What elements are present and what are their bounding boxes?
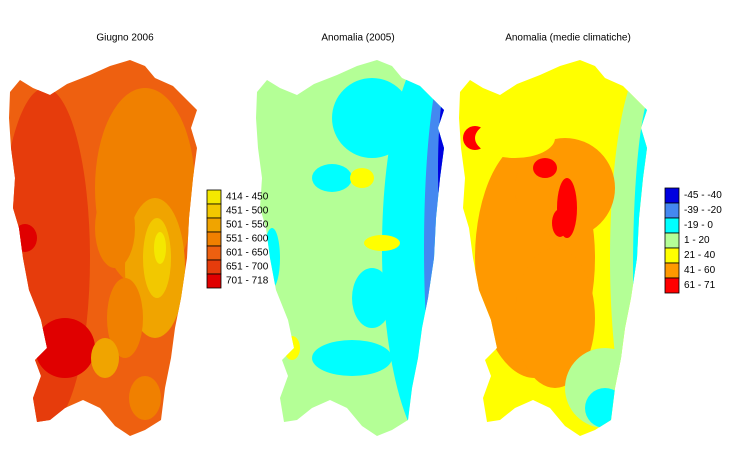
zone [35, 318, 95, 378]
legend-label: 41 - 60 [684, 265, 716, 276]
zone [475, 118, 555, 158]
zone [312, 340, 392, 376]
legend-swatch [206, 203, 222, 219]
zone [440, 248, 444, 348]
legend-label: 21 - 40 [684, 250, 716, 261]
legend-swatch [206, 259, 222, 275]
zone [585, 388, 625, 428]
zone [13, 224, 37, 252]
zone [91, 338, 119, 378]
legend-swatch [664, 247, 680, 264]
legend-label: 61 - 71 [684, 280, 716, 291]
legend-swatch [206, 231, 222, 247]
legend-label: 601 - 650 [226, 248, 269, 259]
legend-label: -39 - -20 [684, 205, 722, 216]
legend-swatch [664, 232, 680, 249]
legend-swatch [664, 202, 680, 219]
zone [95, 188, 135, 268]
legend-swatch [664, 187, 680, 204]
legend-swatch [206, 245, 222, 261]
legend-label: -19 - 0 [684, 220, 713, 231]
zone [107, 278, 143, 358]
legend-label: 414 - 450 [226, 192, 269, 203]
zone [350, 168, 374, 188]
zone [332, 78, 412, 158]
zone [154, 232, 166, 264]
zone [284, 336, 300, 360]
legend-label: 651 - 700 [226, 262, 269, 273]
map [9, 60, 197, 436]
legend-swatch [206, 217, 222, 233]
legend-label: 701 - 718 [226, 276, 269, 287]
zone [312, 164, 352, 192]
legend-swatch [206, 189, 222, 205]
legend-swatch [206, 273, 222, 289]
zone [364, 235, 400, 251]
zone [652, 338, 668, 418]
legend-label: 451 - 500 [226, 206, 269, 217]
map-title: Giugno 2006 [96, 33, 154, 44]
legend-label: 1 - 20 [684, 235, 710, 246]
map-title: Anomalia (medie climatiche) [505, 33, 631, 44]
zone [9, 88, 90, 428]
map-title: Anomalia (2005) [321, 33, 394, 44]
legend-swatch [664, 277, 680, 294]
zone [515, 248, 595, 388]
zone [129, 376, 161, 420]
legend-label: 501 - 550 [226, 220, 269, 231]
zone [352, 268, 392, 328]
legend-swatch [664, 262, 680, 279]
legend-swatch [664, 217, 680, 234]
zone [533, 158, 557, 178]
zone [552, 209, 568, 237]
map [459, 60, 668, 436]
legend-label: 551 - 600 [226, 234, 269, 245]
legend-label: -45 - -40 [684, 190, 722, 201]
